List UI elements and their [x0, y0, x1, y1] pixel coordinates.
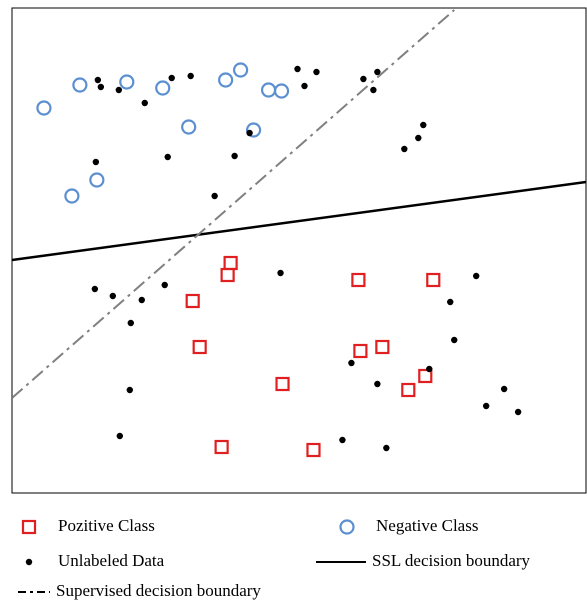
data-point: [348, 359, 355, 367]
data-point: [353, 343, 368, 359]
data-point: [500, 385, 508, 393]
data-point: [64, 188, 80, 204]
data-point: [233, 62, 249, 78]
data-point: [472, 272, 480, 280]
data-point: [94, 76, 102, 84]
data-point: [36, 100, 52, 116]
data-point: [418, 368, 433, 384]
data-point: [141, 99, 148, 107]
data-point: [277, 269, 284, 277]
data-point: [192, 339, 207, 355]
data-point: [482, 402, 490, 410]
data-point: [245, 122, 262, 138]
data-point: [187, 72, 194, 80]
data-point: [91, 285, 99, 293]
data-point: [260, 82, 277, 98]
data-point: [360, 75, 367, 83]
data-point: [351, 272, 366, 288]
data-point: [374, 68, 381, 76]
data-point: [401, 145, 408, 153]
data-point: [447, 298, 454, 306]
data-point: [426, 272, 441, 288]
data-point: [375, 339, 390, 355]
data-point: [181, 119, 197, 135]
data-point: [127, 319, 134, 327]
data-point: [119, 74, 135, 90]
legend-label: Pozitive Class: [58, 516, 155, 535]
legend-swatch: [339, 519, 355, 535]
data-point: [231, 152, 238, 160]
data-point: [89, 172, 105, 188]
data-point: [370, 86, 377, 94]
data-point: [306, 442, 321, 458]
data-point: [451, 336, 458, 344]
data-point: [211, 192, 218, 200]
data-point: [223, 255, 238, 271]
data-point: [92, 158, 100, 166]
boundary-line: [12, 180, 586, 262]
legend-label: Negative Class: [376, 516, 478, 535]
data-point: [138, 296, 145, 304]
data-point: [164, 153, 171, 161]
data-point: [301, 82, 308, 90]
plot-frame: [11, 7, 587, 494]
legend-label: Unlabeled Data: [58, 551, 165, 570]
data-point: [218, 72, 234, 88]
data-point: [420, 121, 427, 129]
data-point: [401, 382, 416, 398]
data-point: [115, 86, 123, 94]
data-point: [155, 80, 171, 96]
data-point: [415, 134, 422, 142]
legend-swatch: [25, 558, 33, 566]
data-point: [72, 77, 88, 93]
legend-label: SSL decision boundary: [372, 551, 531, 570]
data-point: [273, 83, 290, 99]
legend-swatch: [21, 519, 37, 535]
data-point: [168, 74, 175, 82]
data-point: [294, 65, 301, 73]
data-point: [220, 267, 235, 283]
data-point: [214, 439, 229, 455]
data-point: [374, 380, 381, 388]
data-point: [126, 386, 133, 394]
data-point: [313, 68, 320, 76]
data-point: [161, 281, 168, 289]
legend-label: Supervised decision boundary: [56, 581, 261, 600]
data-point: [275, 376, 290, 392]
data-point: [246, 129, 253, 137]
data-point: [185, 293, 200, 309]
data-point: [109, 292, 117, 300]
data-point: [426, 365, 433, 373]
boundary-line: [12, 9, 455, 399]
data-point: [97, 83, 105, 91]
data-point: [116, 432, 124, 440]
data-point: [383, 444, 390, 452]
data-point: [339, 436, 346, 444]
data-point: [514, 408, 522, 416]
